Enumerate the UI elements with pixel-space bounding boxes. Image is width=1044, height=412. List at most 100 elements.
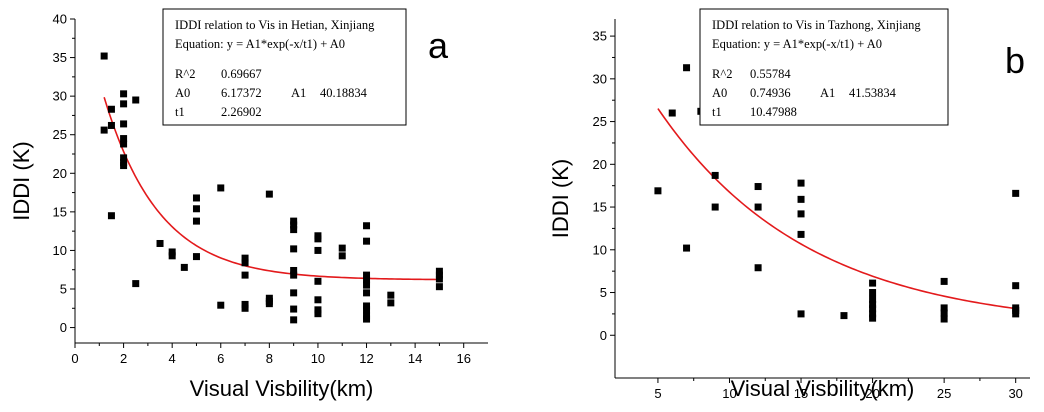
data-point	[192, 205, 200, 213]
fit-info-cell: 6.17372	[221, 86, 262, 100]
x-tick-label: 20	[865, 386, 879, 401]
fit-info-cell: 0.74936	[750, 86, 791, 100]
y-tick-label: 35	[593, 29, 607, 44]
data-point	[797, 179, 805, 187]
data-point	[363, 271, 371, 279]
data-point	[363, 237, 371, 245]
x-tick-label: 8	[266, 351, 273, 366]
fit-info-cell: A0	[712, 86, 727, 100]
data-point	[869, 300, 877, 308]
data-point	[940, 315, 948, 323]
data-point	[107, 121, 115, 129]
data-point	[168, 248, 176, 256]
data-point	[797, 310, 805, 318]
fit-info-cell: 10.47988	[750, 105, 797, 119]
fit-info-cell: t1	[175, 105, 185, 119]
data-point	[192, 253, 200, 261]
data-point	[869, 295, 877, 303]
data-point	[120, 154, 128, 162]
x-axis-title: Visual Visbility(km)	[190, 376, 374, 401]
data-point	[754, 183, 762, 191]
data-point	[797, 210, 805, 218]
data-point	[869, 314, 877, 322]
fit-info-cell: 41.53834	[849, 86, 897, 100]
fit-info-title: IDDI relation to Vis in Tazhong, Xinjian…	[712, 18, 921, 32]
panel-label: b	[1005, 40, 1025, 81]
data-point	[363, 222, 371, 230]
data-point	[435, 267, 443, 275]
data-point	[120, 90, 128, 98]
data-point	[180, 263, 188, 271]
data-point	[241, 300, 249, 308]
panel-a-chart: 0 2 4 6 8 10 12 14 16 0 5 10 15 20 25 30 35 40 Visual Visb…	[9, 8, 488, 401]
data-point	[363, 306, 371, 314]
data-point	[869, 310, 877, 318]
data-point	[1012, 310, 1020, 318]
data-point	[314, 235, 322, 243]
fit-info-cell: 0.69667	[221, 67, 262, 81]
data-point	[1012, 189, 1020, 197]
data-point	[940, 309, 948, 317]
data-point	[290, 271, 298, 279]
y-axis-title: IDDI (K)	[9, 141, 34, 220]
data-point	[192, 194, 200, 202]
panel-b-chart: 5 10 15 20 25 30 0 5 10 15 20 25 30 35 Visual Visbilit…	[548, 8, 1030, 401]
fit-info-cell: A0	[175, 86, 190, 100]
data-point	[435, 271, 443, 279]
x-tick-label: 0	[71, 351, 78, 366]
y-tick-label: 35	[53, 50, 67, 65]
data-point	[107, 105, 115, 113]
data-point	[754, 264, 762, 272]
data-point	[156, 239, 164, 247]
data-point	[132, 96, 140, 104]
data-point	[100, 126, 108, 134]
y-tick-label: 0	[60, 320, 67, 335]
data-point	[120, 120, 128, 128]
data-point	[869, 289, 877, 297]
data-point	[168, 252, 176, 260]
x-tick-label: 2	[120, 351, 127, 366]
y-tick-label: 5	[60, 282, 67, 297]
data-point	[314, 306, 322, 314]
data-point	[940, 277, 948, 285]
x-tick-label: 6	[217, 351, 224, 366]
data-point	[100, 52, 108, 60]
data-point	[363, 302, 371, 310]
data-point	[363, 289, 371, 297]
data-point	[387, 299, 395, 307]
x-tick-label: 10	[311, 351, 325, 366]
data-point	[363, 315, 371, 323]
data-point	[241, 271, 249, 279]
data-point	[435, 283, 443, 291]
data-point	[290, 289, 298, 297]
data-point	[711, 203, 719, 211]
data-point	[363, 281, 371, 289]
fit-info-equation: Equation: y = A1*exp(-x/t1) + A0	[175, 37, 345, 51]
data-point	[754, 203, 762, 211]
data-point	[338, 252, 346, 260]
data-point	[265, 190, 273, 198]
fit-info-cell: A1	[291, 86, 306, 100]
data-point	[290, 266, 298, 274]
data-point	[314, 277, 322, 285]
data-point	[940, 304, 948, 312]
x-tick-label: 25	[937, 386, 951, 401]
y-axis-title: IDDI (K)	[548, 159, 573, 238]
data-point	[668, 109, 676, 117]
y-tick-label: 30	[53, 89, 67, 104]
data-point	[683, 244, 691, 252]
data-point	[869, 279, 877, 287]
fit-curve	[103, 97, 440, 281]
y-tick-label: 15	[53, 204, 67, 219]
data-point	[290, 245, 298, 253]
data-point	[290, 217, 298, 225]
fit-info-cell: 2.26902	[221, 105, 262, 119]
x-tick-label: 15	[794, 386, 808, 401]
data-point	[797, 195, 805, 203]
data-point	[363, 276, 371, 284]
data-point	[241, 304, 249, 312]
data-point	[120, 100, 128, 108]
data-point	[435, 275, 443, 283]
y-tick-label: 5	[600, 285, 607, 300]
